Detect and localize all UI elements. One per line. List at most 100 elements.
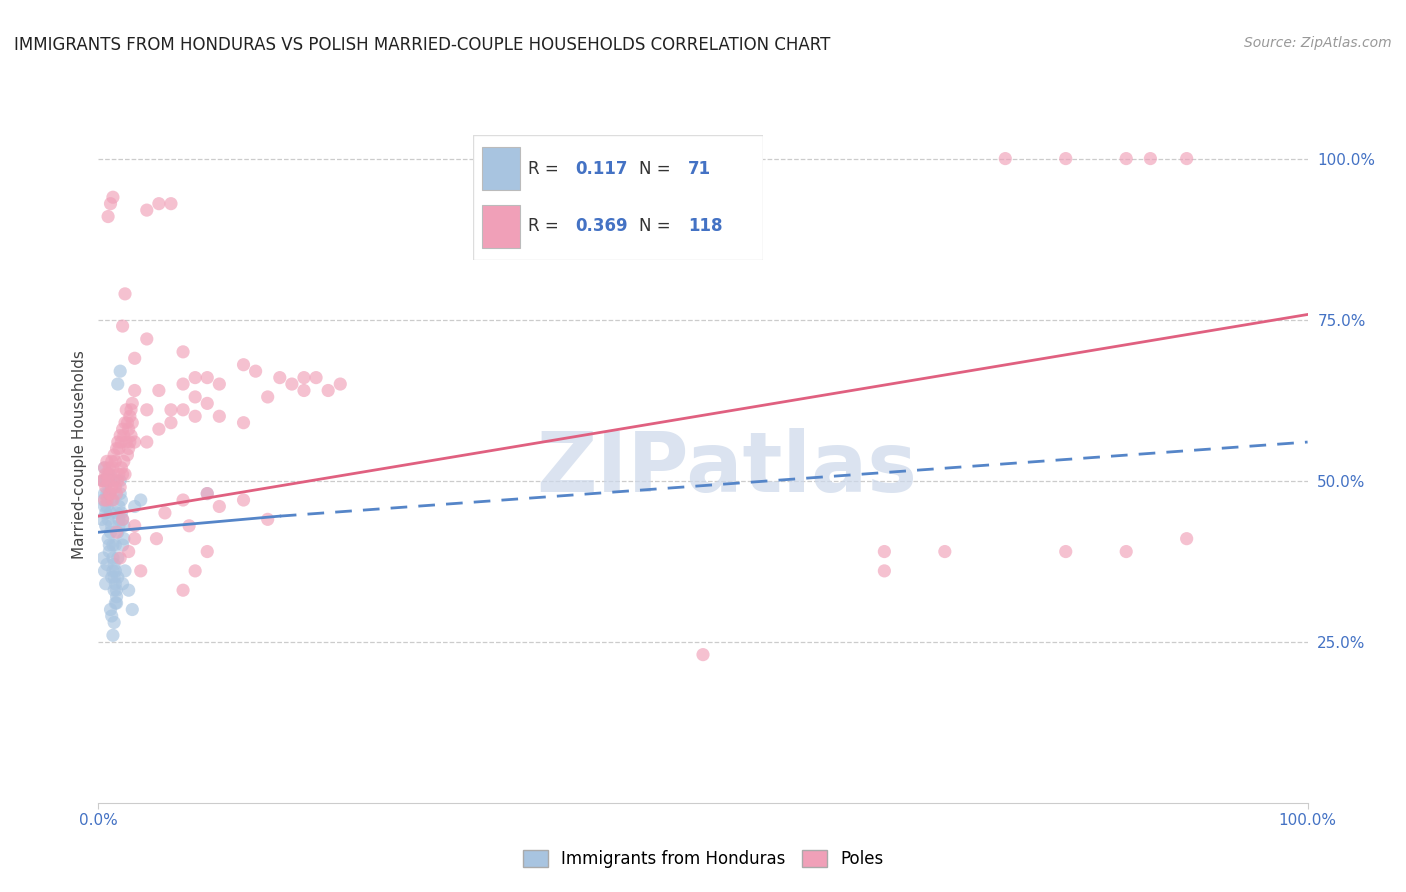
- Point: [97, 474, 120, 488]
- Point: [256, 512, 278, 526]
- Point: [103, 583, 125, 598]
- Point: [195, 544, 218, 558]
- Point: [172, 493, 194, 508]
- Point: [94, 506, 117, 520]
- Point: [208, 500, 231, 514]
- Point: [108, 474, 131, 488]
- Point: [1115, 152, 1137, 166]
- Point: [129, 564, 152, 578]
- Point: [100, 467, 122, 482]
- Point: [873, 564, 896, 578]
- Point: [108, 467, 131, 482]
- Text: IMMIGRANTS FROM HONDURAS VS POLISH MARRIED-COUPLE HOUSEHOLDS CORRELATION CHART: IMMIGRANTS FROM HONDURAS VS POLISH MARRI…: [14, 36, 831, 54]
- Point: [269, 370, 291, 384]
- Point: [111, 538, 134, 552]
- Point: [104, 454, 127, 468]
- Legend: Immigrants from Honduras, Poles: Immigrants from Honduras, Poles: [516, 843, 890, 875]
- Point: [135, 402, 157, 417]
- Point: [118, 422, 141, 436]
- Point: [108, 486, 131, 500]
- Point: [103, 558, 125, 572]
- Point: [98, 486, 121, 500]
- Point: [104, 480, 127, 494]
- Point: [160, 402, 183, 417]
- Point: [184, 390, 207, 404]
- Point: [97, 493, 120, 508]
- Point: [184, 409, 207, 424]
- Point: [93, 460, 115, 475]
- Point: [105, 486, 128, 500]
- Point: [93, 564, 115, 578]
- Point: [100, 493, 122, 508]
- Point: [100, 609, 122, 624]
- Point: [124, 435, 146, 450]
- Point: [104, 538, 127, 552]
- Point: [98, 486, 121, 500]
- Text: Source: ZipAtlas.com: Source: ZipAtlas.com: [1244, 36, 1392, 50]
- Point: [124, 518, 146, 533]
- Point: [232, 493, 254, 508]
- Point: [117, 448, 139, 462]
- Point: [108, 480, 131, 494]
- Point: [103, 570, 125, 584]
- Point: [329, 377, 352, 392]
- Point: [91, 512, 114, 526]
- Point: [108, 551, 131, 566]
- Point: [97, 467, 120, 482]
- Point: [124, 351, 146, 366]
- Point: [114, 564, 136, 578]
- Point: [208, 377, 231, 392]
- Point: [103, 474, 125, 488]
- Point: [934, 544, 956, 558]
- Point: [107, 474, 129, 488]
- Point: [91, 493, 114, 508]
- Point: [101, 564, 124, 578]
- Point: [114, 467, 136, 482]
- Point: [107, 570, 129, 584]
- Point: [111, 512, 134, 526]
- Point: [100, 602, 122, 616]
- Point: [111, 319, 134, 334]
- Point: [104, 596, 127, 610]
- Point: [111, 576, 134, 591]
- Point: [232, 358, 254, 372]
- Point: [94, 474, 117, 488]
- Point: [160, 196, 183, 211]
- Point: [118, 442, 141, 456]
- Point: [100, 518, 122, 533]
- Point: [94, 518, 117, 533]
- Point: [148, 384, 170, 398]
- Point: [107, 525, 129, 540]
- Point: [172, 377, 194, 392]
- Point: [112, 532, 135, 546]
- Point: [232, 416, 254, 430]
- Point: [100, 480, 122, 494]
- Point: [105, 590, 128, 604]
- Point: [100, 474, 122, 488]
- Point: [172, 402, 194, 417]
- Point: [292, 370, 315, 384]
- Point: [292, 384, 315, 398]
- Point: [208, 409, 231, 424]
- Point: [98, 467, 121, 482]
- Point: [108, 442, 131, 456]
- Point: [120, 428, 142, 442]
- Point: [100, 506, 122, 520]
- Point: [124, 532, 146, 546]
- Point: [120, 402, 142, 417]
- Point: [97, 210, 120, 224]
- Point: [98, 460, 121, 475]
- Point: [135, 203, 157, 218]
- Point: [179, 518, 201, 533]
- Point: [96, 474, 118, 488]
- Point: [115, 435, 138, 450]
- Point: [195, 486, 218, 500]
- Point: [112, 518, 135, 533]
- Point: [98, 544, 121, 558]
- Point: [93, 486, 115, 500]
- Point: [195, 370, 218, 384]
- Point: [101, 538, 124, 552]
- Point: [172, 344, 194, 359]
- Point: [184, 370, 207, 384]
- Point: [101, 493, 124, 508]
